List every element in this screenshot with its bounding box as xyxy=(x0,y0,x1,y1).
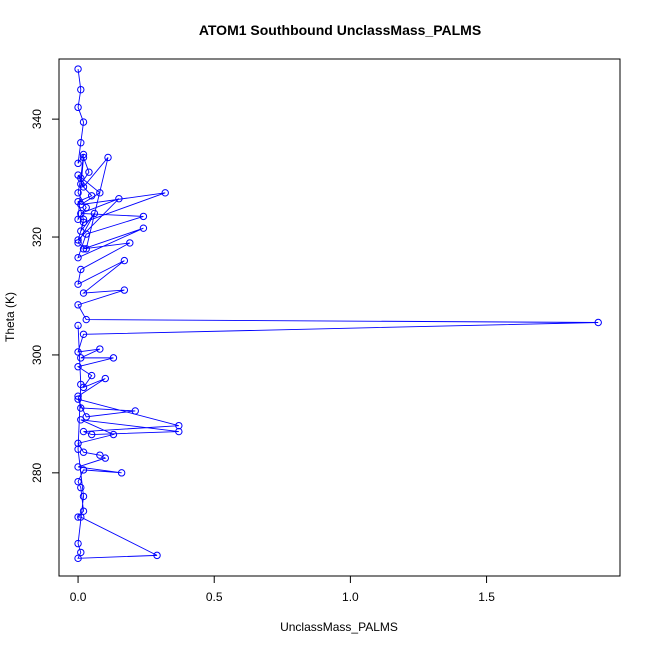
data-point xyxy=(77,483,85,492)
data-point xyxy=(77,227,85,235)
data-point xyxy=(79,492,88,501)
data-point xyxy=(79,150,88,159)
data-point xyxy=(79,330,88,339)
data-point xyxy=(101,454,109,462)
data-point xyxy=(77,354,85,362)
data-point xyxy=(77,209,85,218)
x-axis-label: UnclassMass_PALMS xyxy=(280,620,398,634)
data-point xyxy=(74,363,82,371)
data-point xyxy=(82,315,90,324)
data-point xyxy=(77,200,85,209)
data-point xyxy=(87,430,96,439)
data-point xyxy=(117,469,126,477)
data-point xyxy=(96,345,104,353)
data-point xyxy=(79,289,88,297)
data-point xyxy=(79,427,88,436)
data-point xyxy=(79,507,88,515)
data-point xyxy=(77,85,85,94)
data-point xyxy=(74,395,82,403)
y-axis-label: Theta (K) xyxy=(3,292,17,342)
data-point xyxy=(79,215,88,224)
data-point xyxy=(77,380,85,389)
x-tick-label: 0.5 xyxy=(206,590,223,604)
data-point xyxy=(87,371,96,380)
data-point xyxy=(74,189,82,197)
series-layer xyxy=(74,65,602,563)
data-point xyxy=(115,195,123,203)
data-point xyxy=(82,245,90,253)
data-point xyxy=(74,253,82,262)
data-point xyxy=(77,139,85,147)
chart-title: ATOM1 Southbound UnclassMass_PALMS xyxy=(199,22,481,38)
data-point xyxy=(175,427,183,436)
data-point xyxy=(79,245,88,253)
series-line xyxy=(76,68,599,559)
data-point xyxy=(90,209,99,218)
data-point xyxy=(153,551,161,560)
data-point xyxy=(79,183,88,191)
x-tick-label: 1.5 xyxy=(478,590,495,604)
data-point xyxy=(77,265,85,274)
data-point xyxy=(96,451,104,459)
data-point xyxy=(74,280,82,288)
data-point xyxy=(74,554,82,563)
data-point xyxy=(74,171,82,179)
data-point xyxy=(175,421,183,430)
data-point xyxy=(77,416,85,424)
data-point xyxy=(87,192,96,200)
data-point xyxy=(104,153,112,162)
data-point xyxy=(131,407,139,415)
data-point xyxy=(101,374,109,383)
data-point xyxy=(74,159,82,168)
data-point xyxy=(74,239,82,247)
x-tick-label: 1.0 xyxy=(342,590,359,604)
data-point xyxy=(82,230,90,238)
data-point xyxy=(74,215,82,224)
data-point xyxy=(74,439,82,448)
data-point xyxy=(79,448,88,456)
data-point xyxy=(139,224,148,232)
data-point xyxy=(77,513,85,521)
data-point xyxy=(96,189,104,197)
data-point xyxy=(79,153,88,162)
data-point xyxy=(79,118,88,126)
data-point xyxy=(74,445,82,453)
data-point xyxy=(74,392,82,400)
data-point xyxy=(74,103,82,112)
data-point xyxy=(74,477,82,486)
x-axis: 0.0 0.5 1.0 1.5 xyxy=(70,575,495,604)
data-point xyxy=(161,189,169,197)
data-point xyxy=(109,354,118,362)
data-point xyxy=(139,212,148,221)
y-tick-label: 300 xyxy=(30,345,44,365)
data-point xyxy=(74,539,82,548)
y-tick-label: 320 xyxy=(30,227,44,247)
data-point xyxy=(79,466,88,474)
data-point xyxy=(85,168,93,176)
data-point xyxy=(109,430,118,439)
data-point xyxy=(74,348,82,356)
y-tick-label: 340 xyxy=(30,109,44,129)
data-point xyxy=(79,218,88,226)
data-point xyxy=(126,239,134,247)
data-point xyxy=(74,301,82,309)
data-point xyxy=(74,321,82,330)
data-point xyxy=(74,513,82,521)
data-point xyxy=(594,318,602,327)
data-point xyxy=(74,463,82,471)
x-tick-label: 0.0 xyxy=(70,590,87,604)
data-point xyxy=(74,236,82,244)
y-tick-label: 280 xyxy=(30,463,44,483)
data-point xyxy=(74,65,82,73)
data-point xyxy=(82,203,90,212)
data-point xyxy=(82,413,90,421)
y-axis: 280 300 320 340 xyxy=(30,109,60,483)
data-point xyxy=(77,548,85,557)
plot-frame xyxy=(58,58,621,577)
data-point xyxy=(77,404,85,412)
data-point xyxy=(120,286,129,294)
data-point xyxy=(120,256,129,265)
